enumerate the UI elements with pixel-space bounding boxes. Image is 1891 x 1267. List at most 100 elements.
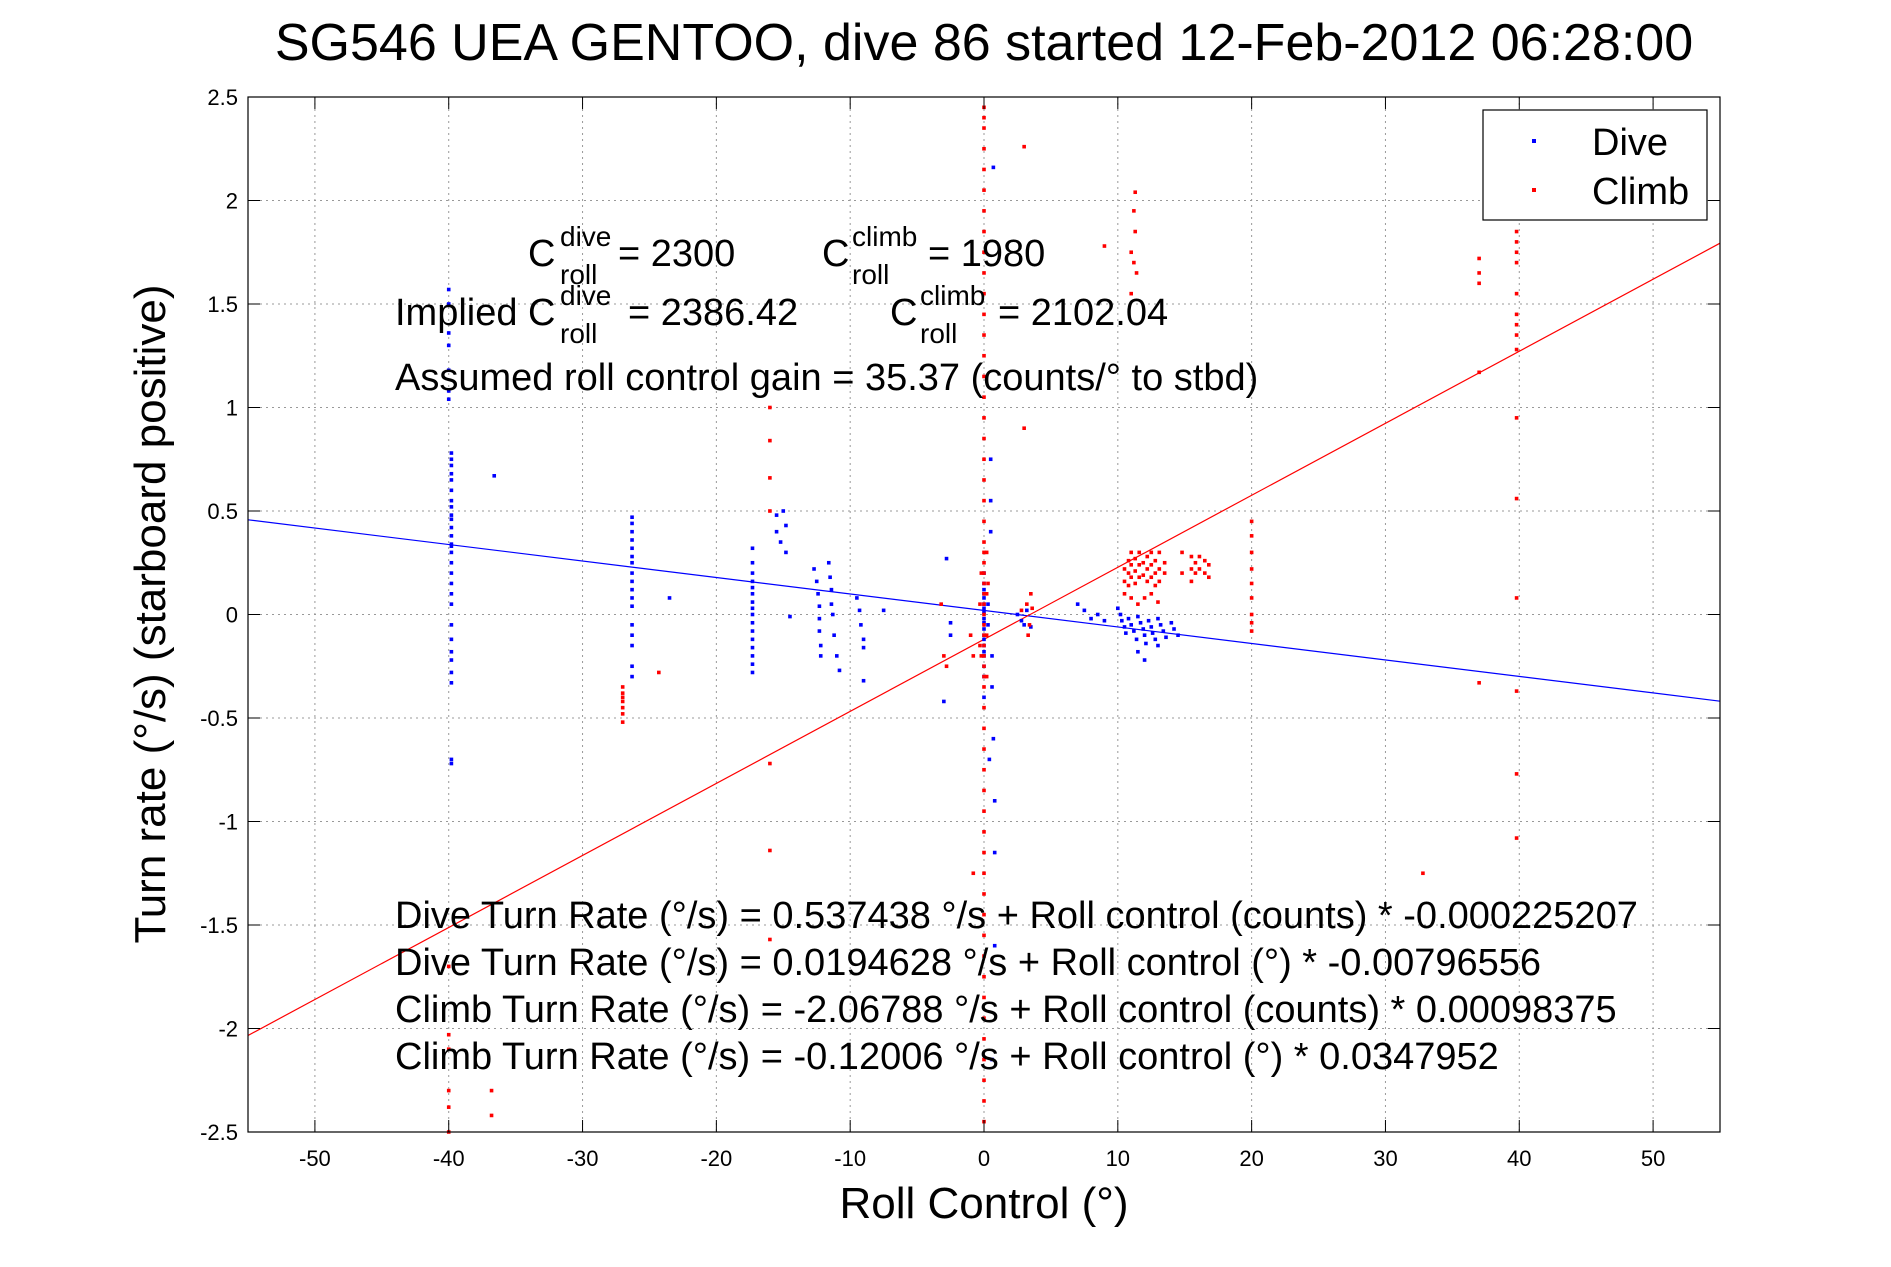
data-point-dive (750, 662, 755, 666)
data-point-climb (982, 685, 986, 689)
data-point-dive (982, 616, 986, 621)
data-point-dive (630, 596, 634, 600)
data-point-dive (449, 658, 454, 662)
data-point-dive (630, 674, 634, 679)
legend-label-dive: Dive (1592, 122, 1668, 164)
data-point-climb (446, 1088, 451, 1093)
data-point-dive (991, 736, 996, 741)
x-tick-label: -40 (433, 1146, 465, 1171)
data-point-dive (788, 614, 792, 619)
data-point-dive (1025, 608, 1029, 613)
data-point-climb (1514, 229, 1519, 234)
data-point-climb (1129, 550, 1133, 555)
data-point-dive (1172, 627, 1176, 631)
data-point-dive (991, 165, 996, 170)
data-point-climb (982, 1057, 986, 1062)
data-point-dive (449, 463, 454, 468)
data-point-dive (449, 681, 454, 685)
data-point-climb (982, 478, 986, 482)
data-point-dive (781, 509, 786, 513)
data-point-climb (982, 126, 986, 130)
data-point-climb (1197, 554, 1202, 559)
data-point-climb (982, 830, 986, 834)
data-point-climb (1153, 571, 1158, 575)
data-point-dive (774, 513, 779, 517)
data-point-climb (1122, 567, 1127, 571)
x-tick-label: -50 (299, 1146, 331, 1171)
data-point-dive (784, 550, 788, 555)
data-point-climb (982, 115, 986, 120)
data-point-climb (984, 674, 989, 679)
data-point-climb (982, 954, 986, 958)
data-point-climb (982, 1099, 986, 1103)
data-point-dive (446, 368, 451, 373)
data-point-climb (1203, 571, 1207, 575)
data-point-dive (449, 670, 454, 675)
data-point-dive (750, 612, 755, 617)
data-point-dive (630, 664, 634, 669)
fit-equation: Dive Turn Rate (°/s) = 0.537438 °/s + Ro… (395, 895, 1638, 937)
data-point-dive (630, 571, 634, 575)
y-tick-label: -0.5 (200, 706, 238, 731)
data-point-dive (1019, 618, 1024, 623)
data-point-climb (1133, 229, 1138, 234)
data-point-climb (1477, 271, 1481, 275)
data-point-climb (982, 809, 986, 813)
data-point-dive (750, 571, 755, 575)
data-point-dive (449, 534, 454, 538)
y-tick-label: 2.5 (207, 85, 238, 110)
data-point-dive (861, 678, 866, 683)
data-point-climb (1133, 556, 1138, 561)
data-point-dive (881, 608, 886, 613)
data-point-climb (1141, 560, 1146, 565)
x-tick-label: 10 (1106, 1146, 1130, 1171)
data-point-climb (1477, 256, 1481, 261)
data-point-dive (449, 544, 454, 548)
c-roll-climb-annotation: C climb roll = 1980 (822, 221, 1045, 290)
data-point-dive (449, 498, 454, 503)
data-point-dive (1022, 623, 1026, 627)
data-point-dive (449, 581, 454, 586)
data-point-dive (1158, 623, 1163, 627)
data-point-dive (948, 633, 953, 637)
data-point-climb (1126, 583, 1131, 588)
y-tick-label: 1 (226, 396, 238, 421)
data-point-dive (1138, 620, 1143, 625)
y-tick-label: -1 (218, 810, 238, 835)
x-tick-label: -30 (567, 1146, 599, 1171)
data-point-dive (750, 654, 755, 658)
data-point-dive (814, 579, 819, 584)
data-point-dive (990, 1057, 994, 1062)
data-point-dive (992, 799, 997, 803)
data-point-climb (620, 695, 625, 700)
data-point-climb (1122, 592, 1127, 596)
fit-line-dive (247, 519, 1721, 702)
svg-text:roll: roll (560, 259, 597, 290)
data-point-climb (982, 188, 986, 192)
data-point-dive (630, 529, 634, 534)
data-point-climb (978, 602, 982, 606)
data-point-dive (449, 525, 454, 530)
data-point-climb (1149, 563, 1154, 567)
data-point-climb (982, 571, 986, 575)
data-point-climb (979, 654, 984, 658)
legend-box (1482, 109, 1708, 221)
data-point-climb (1249, 612, 1254, 617)
data-point-dive (837, 668, 842, 673)
data-point-dive (1122, 625, 1127, 629)
data-point-climb (446, 964, 451, 969)
data-point-climb (1514, 250, 1519, 255)
data-point-climb (986, 581, 990, 586)
data-point-dive (449, 592, 454, 596)
data-point-climb (1162, 571, 1167, 575)
data-point-dive (1164, 635, 1168, 640)
data-point-climb (1189, 579, 1194, 584)
data-point-dive (818, 654, 823, 658)
axis-ticks: -50 -40 -30 -20 -10 0 10 20 30 40 50-2.5-2-1.5-1-0… (200, 85, 1720, 1171)
data-point-dive (992, 943, 997, 948)
data-point-dive (1089, 616, 1093, 621)
data-point-dive (630, 538, 634, 542)
svg-text:= 2102.04: = 2102.04 (998, 292, 1168, 334)
data-point-climb (982, 519, 986, 524)
